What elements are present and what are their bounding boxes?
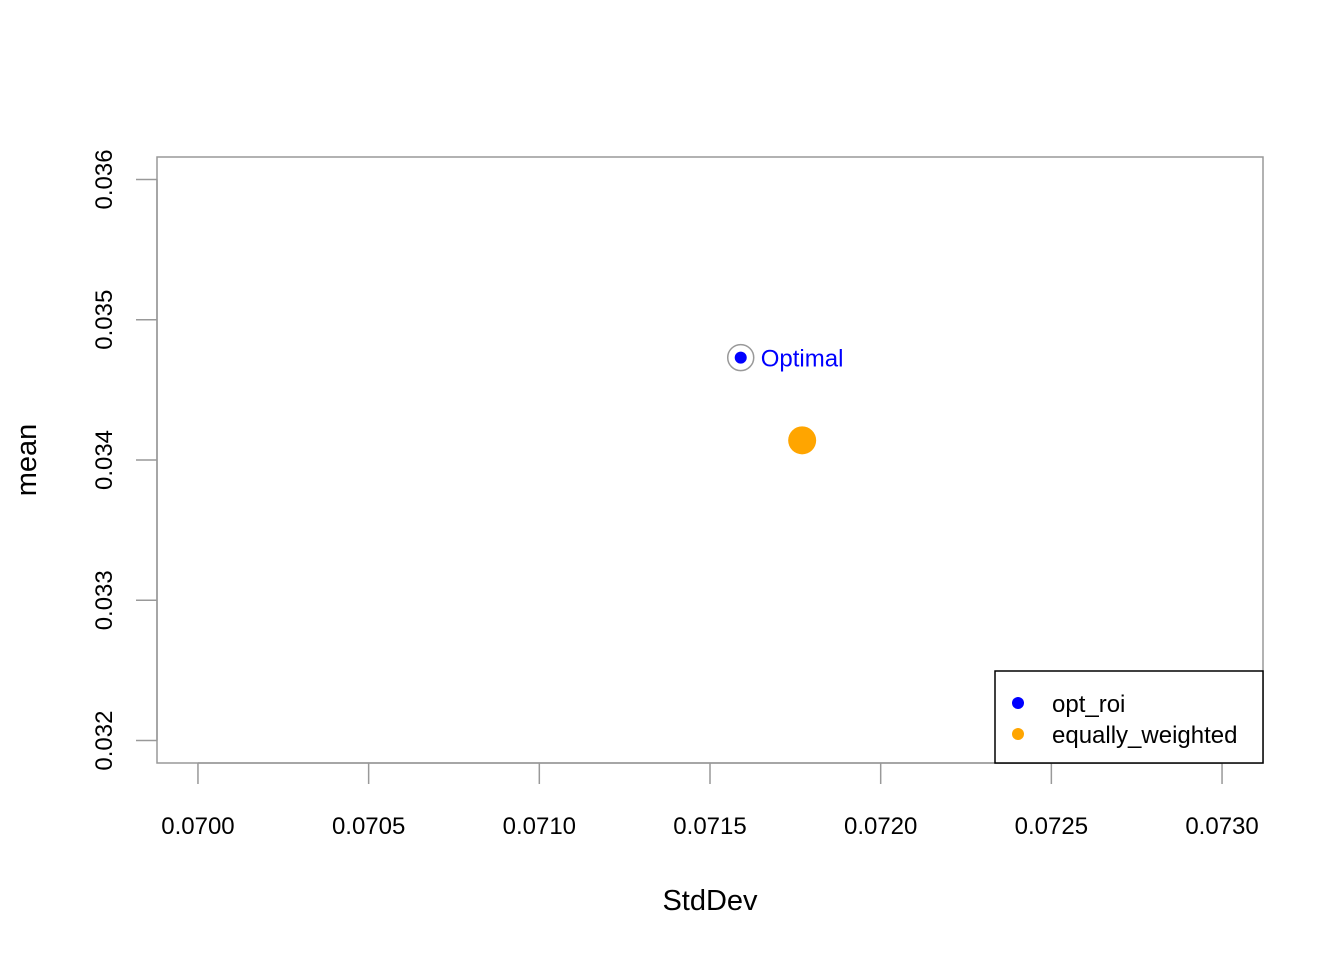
x-axis-title: StdDev bbox=[662, 885, 758, 917]
y-tick-label: 0.034 bbox=[91, 430, 118, 490]
y-tick-label: 0.033 bbox=[91, 570, 118, 630]
x-tick-label: 0.0720 bbox=[844, 813, 917, 840]
x-tick-label: 0.0725 bbox=[1015, 813, 1088, 840]
data-points: Optimal bbox=[726, 343, 844, 455]
data-point bbox=[734, 351, 747, 364]
y-tick-label: 0.032 bbox=[91, 711, 118, 771]
legend-label-equally-weighted: equally_weighted bbox=[1052, 722, 1237, 749]
y-axis-title: mean bbox=[11, 424, 43, 497]
legend: opt_roi equally_weighted bbox=[994, 670, 1264, 764]
legend-marker-equally-weighted bbox=[1012, 728, 1024, 740]
x-tick-label: 0.0700 bbox=[161, 813, 234, 840]
point-annotation: Optimal bbox=[761, 346, 844, 373]
legend-box bbox=[994, 670, 1264, 764]
y-tick-label: 0.035 bbox=[91, 290, 118, 350]
plot-frame bbox=[156, 156, 1264, 764]
legend-label-opt-roi: opt_roi bbox=[1052, 691, 1125, 718]
legend-marker-opt-roi bbox=[1012, 697, 1024, 709]
x-axis: 0.0700 0.0705 0.0710 0.0715 0.0720 0.0725 0.07… bbox=[161, 762, 1259, 840]
y-tick-label: 0.036 bbox=[91, 149, 118, 209]
data-point bbox=[788, 426, 817, 455]
x-tick-label: 0.0730 bbox=[1185, 813, 1258, 840]
x-tick-label: 0.0715 bbox=[673, 813, 746, 840]
highlight-ring bbox=[726, 343, 755, 372]
x-tick-label: 0.0705 bbox=[332, 813, 405, 840]
x-tick-label: 0.0710 bbox=[503, 813, 576, 840]
